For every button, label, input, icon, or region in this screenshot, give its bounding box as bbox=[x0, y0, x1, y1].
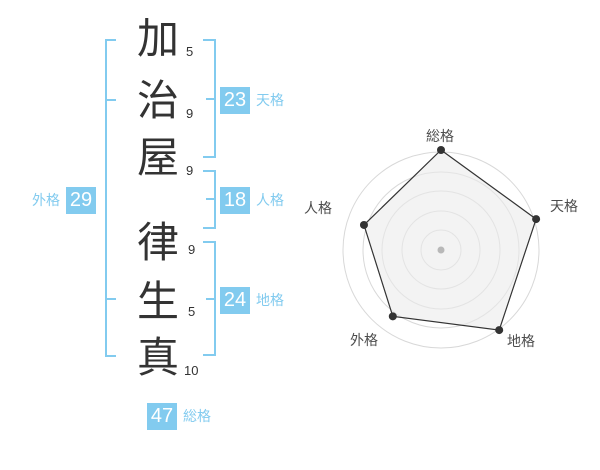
stroke-count-6: 10 bbox=[184, 363, 199, 378]
radar-point bbox=[495, 326, 504, 335]
chikaku-label: 地格 bbox=[256, 292, 284, 308]
stroke-count-1: 5 bbox=[186, 44, 194, 59]
name-char-4: 律 bbox=[136, 219, 179, 266]
radar-axis-label: 天格 bbox=[550, 198, 578, 214]
bracket-tick bbox=[105, 99, 116, 101]
bracket-tick bbox=[105, 39, 116, 41]
radar-polygon bbox=[363, 149, 537, 331]
soukaku-badge: 47 bbox=[147, 403, 177, 430]
radar-axis-label: 総格 bbox=[426, 128, 454, 144]
gaikaku-badge: 29 bbox=[66, 187, 96, 214]
tenkaku-badge: 23 bbox=[220, 87, 250, 114]
stroke-count-5: 5 bbox=[188, 304, 196, 319]
name-char-5: 生 bbox=[136, 278, 179, 325]
bracket-tick bbox=[203, 354, 216, 356]
chikaku-badge: 24 bbox=[220, 287, 250, 314]
bracket-tick bbox=[206, 198, 216, 200]
radar-point bbox=[359, 220, 368, 229]
bracket-tick bbox=[203, 227, 216, 229]
name-char-6: 真 bbox=[136, 334, 179, 381]
soukaku-label: 総格 bbox=[183, 408, 211, 424]
bracket-tick bbox=[206, 98, 216, 100]
gaikaku-label: 外格 bbox=[32, 192, 60, 208]
name-char-1: 加 bbox=[136, 15, 179, 62]
bracket-tick bbox=[203, 241, 216, 243]
radar-point bbox=[388, 312, 397, 321]
stroke-count-3: 9 bbox=[186, 163, 194, 178]
radar-point bbox=[532, 215, 541, 224]
bracket-tick bbox=[105, 298, 116, 300]
radar-axis-label: 地格 bbox=[507, 333, 535, 349]
name-char-2: 治 bbox=[136, 77, 179, 124]
tenkaku-label: 天格 bbox=[256, 92, 284, 108]
bracket-tick bbox=[105, 355, 116, 357]
radar-axis-label: 外格 bbox=[350, 332, 378, 348]
radar-point bbox=[437, 146, 445, 154]
stroke-count-4: 9 bbox=[188, 242, 196, 257]
radar-center-dot bbox=[437, 246, 445, 254]
bracket-tick bbox=[203, 170, 216, 172]
bracket-tick bbox=[203, 156, 216, 158]
bracket-line bbox=[105, 39, 107, 357]
bracket-tick bbox=[206, 298, 216, 300]
stroke-count-2: 9 bbox=[186, 106, 194, 121]
radar-axis-label: 人格 bbox=[304, 200, 332, 216]
name-char-3: 屋 bbox=[136, 134, 179, 181]
jinkaku-badge: 18 bbox=[220, 187, 250, 214]
jinkaku-label: 人格 bbox=[256, 192, 284, 208]
bracket-tick bbox=[203, 39, 216, 41]
